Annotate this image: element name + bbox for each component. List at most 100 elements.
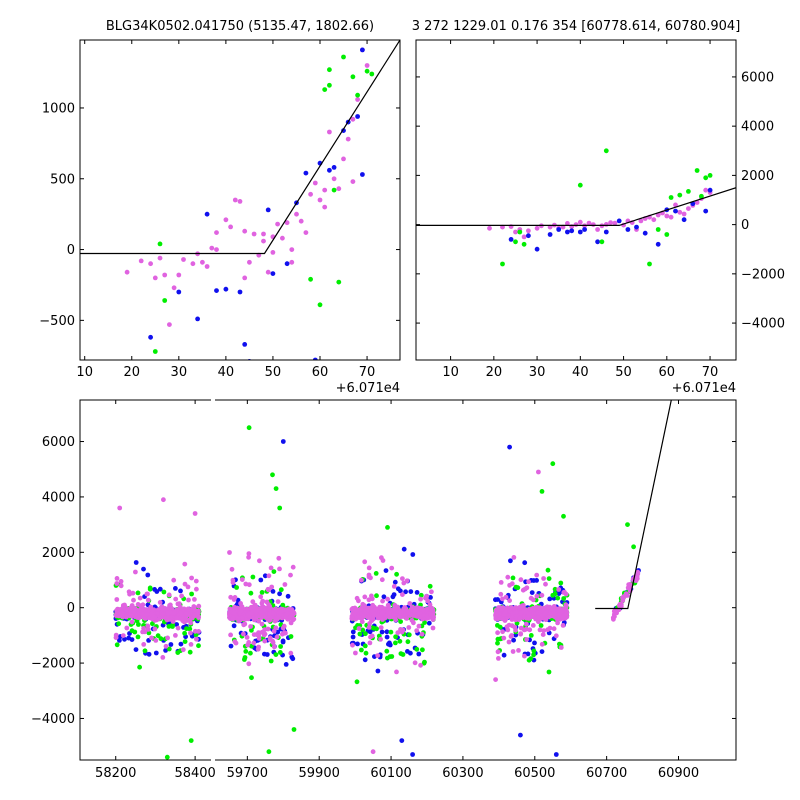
- bottom-cluster-0-point: [189, 575, 195, 581]
- bottom-cluster-0-point: [178, 588, 183, 594]
- panel-1-series-0-point: [603, 222, 609, 227]
- bottom-outlier-point: [550, 461, 556, 467]
- bottom-outlier-point: [246, 425, 252, 431]
- panel-0-series-1-point: [360, 172, 365, 177]
- panel-0-series-0-point: [303, 230, 309, 236]
- bottom-cluster-3-point: [505, 574, 511, 580]
- bottom-cluster-0-point: [180, 647, 186, 653]
- bottom-cluster-3-point: [495, 623, 500, 628]
- bottom-cluster-2-point: [367, 614, 372, 620]
- bottom-cluster-2-point: [404, 609, 410, 614]
- bottom-cluster-0-point: [114, 581, 120, 586]
- panel-0-series-1-point: [214, 288, 219, 293]
- bottom-cluster-0-point: [113, 613, 119, 618]
- bottom-cluster-1-point: [259, 615, 264, 620]
- panel-0-series-0-point: [247, 259, 252, 265]
- bottom-cluster-2-point: [401, 546, 407, 552]
- bottom-outlier-point: [277, 505, 283, 511]
- bottom-cluster-1-point: [232, 595, 238, 600]
- bottom-cluster-3-point: [501, 635, 507, 641]
- bottom-cluster-3-point: [556, 587, 562, 592]
- bottom-cluster-0-point: [163, 648, 169, 653]
- bottom-cluster-2-point: [359, 647, 364, 653]
- bottom-cluster-1-point: [249, 675, 254, 681]
- bottom-cluster-0-point: [150, 621, 155, 627]
- bottom-cluster-3-point: [530, 597, 536, 603]
- bottom-cluster-1-point: [258, 577, 264, 583]
- bottom-cluster-2-point: [416, 623, 422, 629]
- bottom-cluster-0-point: [182, 581, 188, 587]
- bottom-cluster-2-point: [366, 625, 372, 630]
- bottom-cluster-1-point: [290, 617, 296, 623]
- bottom-cluster-1-point: [267, 611, 272, 617]
- panel-1-series-0-point: [612, 220, 618, 226]
- bottom-cluster-4-point: [618, 604, 624, 609]
- panel-0-series-0-point: [124, 269, 130, 275]
- panel-0-series-1-point: [237, 289, 243, 295]
- panel-0-series-2-point: [336, 279, 342, 285]
- bottom-cluster-2-point: [353, 650, 358, 656]
- panel-0-series-0-point: [336, 186, 342, 192]
- bottom-cluster-2-point: [408, 589, 414, 594]
- bottom-cluster-4-point: [626, 582, 632, 587]
- bottom-outlier-point: [273, 486, 279, 491]
- panel-0-series-0-point: [200, 259, 205, 265]
- bottom-cluster-2-point: [393, 617, 399, 623]
- bottom-cluster-1-point: [241, 631, 246, 637]
- bottom-cluster-2-point: [359, 619, 365, 625]
- bottom-cluster-1-point: [288, 650, 294, 656]
- bottom-cluster-1-point: [230, 580, 236, 585]
- panel-0-series-0-point: [261, 238, 266, 244]
- bottom-cluster-0-point: [184, 611, 189, 616]
- bottom-cluster-1-point: [256, 644, 261, 650]
- panel-1-series-1-point: [616, 218, 622, 224]
- bottom-cluster-1-point: [279, 609, 284, 615]
- panel-0-ytick-label: −500: [39, 314, 75, 329]
- bottom-cluster-3-point: [540, 632, 546, 637]
- panel-1-series-2-point: [521, 241, 527, 247]
- bottom-cluster-1-point: [280, 639, 286, 645]
- bottom-cluster-0-point: [135, 634, 141, 640]
- bottom-cluster-1-point: [238, 601, 244, 606]
- bottom-cluster-3-point: [556, 612, 562, 618]
- bottom-cluster-3-point: [507, 582, 512, 588]
- panel-1-frame: [415, 39, 737, 361]
- bottom-cluster-1-point: [282, 582, 288, 587]
- panel-0-series-0-point: [350, 179, 356, 185]
- bottom-cluster-1-point: [265, 626, 271, 632]
- bottom-cluster-2-point: [379, 629, 385, 635]
- bottom-cluster-0-point: [140, 606, 146, 612]
- bottom-cluster-2-point: [373, 571, 379, 576]
- panel-0-series-0-point: [345, 136, 351, 142]
- bottom-cluster-1-point: [232, 639, 238, 644]
- panel-0-series-1-point: [270, 271, 276, 276]
- bottom-segment-1-frame: [215, 399, 737, 761]
- panel-0-series-0-point: [138, 258, 144, 264]
- bottom-cluster-1-point: [257, 558, 262, 564]
- panel-0-series-2-point: [327, 67, 332, 73]
- bottom-cluster-3-point: [539, 592, 545, 598]
- bottom-cluster-0-point: [182, 630, 188, 636]
- panel-0-series-0-point: [152, 275, 158, 281]
- bottom-cluster-0-point: [160, 611, 166, 617]
- panel-0-xtick-label: 60: [312, 365, 329, 380]
- bottom-cluster-3-point: [528, 633, 534, 638]
- bottom-cluster-0-point: [146, 651, 152, 657]
- bottom-cluster-3-point: [511, 555, 517, 560]
- panel-1-series-2-point: [500, 261, 505, 267]
- panel-1-series-0-point: [521, 234, 527, 240]
- bottom-cluster-0-point: [196, 643, 201, 649]
- bottom-cluster-3-point: [498, 591, 504, 597]
- panel-0-series-0-point: [294, 211, 299, 217]
- bottom-cluster-2-point: [378, 625, 384, 630]
- panel-1-model-line: [416, 187, 736, 226]
- bottom-cluster-1-point: [278, 644, 283, 649]
- bottom-cluster-3-point: [522, 560, 528, 566]
- bottom-outlier-point: [539, 489, 545, 494]
- panel-1-series-2-point: [599, 239, 605, 245]
- bottom-cluster-2-point: [402, 605, 408, 610]
- bottom-cluster-3-point: [524, 637, 529, 642]
- panel-0-series-0-point: [308, 191, 313, 197]
- bottom-cluster-2-point: [420, 647, 425, 653]
- bottom-outlier-point: [625, 522, 630, 527]
